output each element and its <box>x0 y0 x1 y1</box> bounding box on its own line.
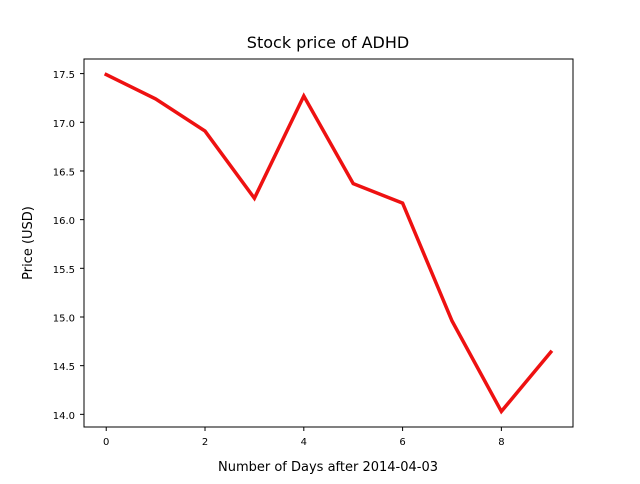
y-tick-label: 14.5 <box>53 362 75 373</box>
x-tick-label: 0 <box>103 437 109 448</box>
y-tick-label: 15.0 <box>53 313 75 324</box>
x-axis-title: Number of Days after 2014-04-03 <box>218 460 438 475</box>
y-axis-ticks: 14.0 14.5 15.0 15.5 16.0 16.5 17.0 17.5 <box>53 70 84 422</box>
y-tick-label: 16.0 <box>53 216 75 227</box>
chart-title: Stock price of ADHD <box>247 33 409 52</box>
y-tick-label: 17.5 <box>53 70 75 81</box>
y-tick-label: 15.5 <box>53 265 75 276</box>
x-tick-label: 4 <box>301 437 307 448</box>
series-layer <box>103 72 554 415</box>
y-tick-label: 17.0 <box>53 119 75 130</box>
y-tick-label: 16.5 <box>53 167 75 178</box>
y-tick-label: 14.0 <box>53 411 75 422</box>
x-axis-ticks: 0 2 4 6 8 <box>103 427 505 448</box>
x-tick-label: 2 <box>202 437 208 448</box>
plot-frame <box>83 58 574 428</box>
x-tick-label: 8 <box>498 437 504 448</box>
price-series-line <box>103 72 554 415</box>
x-tick-label: 6 <box>399 437 405 448</box>
y-axis-title: Price (USD) <box>21 206 36 280</box>
